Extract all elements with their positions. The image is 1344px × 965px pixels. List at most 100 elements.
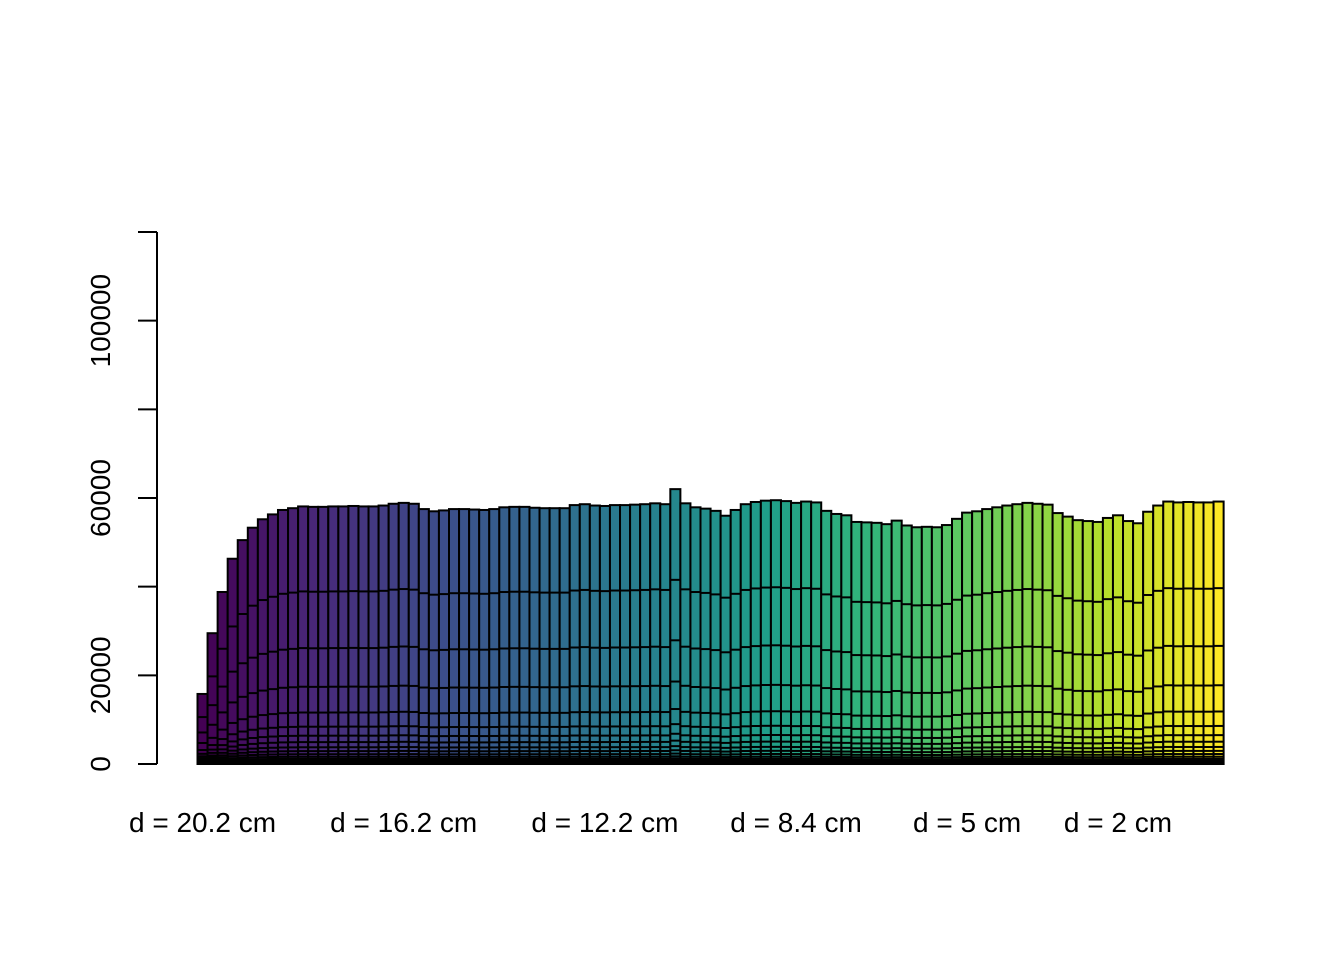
x-tick-label: d = 2 cm: [1064, 807, 1172, 838]
x-tick-label: d = 16.2 cm: [330, 807, 477, 838]
bar-segment: [971, 510, 984, 765]
bar-stack: [1152, 504, 1165, 765]
bar-stack: [417, 508, 430, 766]
bar-stack: [639, 503, 652, 765]
bar-segment: [508, 505, 521, 765]
bar-segment: [1061, 515, 1074, 765]
bar-stack: [910, 526, 923, 766]
bar-segment: [900, 524, 913, 766]
bar-segment: [739, 503, 752, 765]
bar-stack: [629, 503, 642, 765]
bar-segment: [407, 502, 420, 765]
bar-segment: [377, 504, 390, 765]
bar-segment: [1202, 501, 1215, 765]
bar-segment: [1132, 522, 1145, 766]
bar-stack: [468, 508, 481, 765]
bar-stack: [860, 521, 873, 766]
bar-segment: [297, 505, 310, 765]
y-tick-label: 0: [85, 756, 116, 772]
bar-segment: [961, 511, 974, 765]
bar-stack: [427, 510, 440, 765]
bar-segment: [1071, 519, 1084, 766]
bar-stack: [1071, 519, 1084, 766]
x-tick-label: d = 20.2 cm: [129, 807, 276, 838]
bar-stack: [991, 506, 1004, 765]
bar-segment: [639, 503, 652, 765]
bar-stack: [679, 502, 692, 765]
bar-segment: [1122, 520, 1135, 766]
bar-segment: [1142, 510, 1155, 766]
bar-stack: [297, 505, 310, 765]
bar-stack: [759, 499, 772, 765]
bar-stack: [1091, 520, 1104, 765]
bar-segment: [387, 502, 400, 765]
bar-stack: [1041, 503, 1054, 765]
bar-segment: [588, 504, 601, 765]
bar-segment: [699, 507, 712, 766]
bar-stack: [266, 513, 279, 765]
bar-segment: [518, 505, 531, 765]
bar-stack: [1142, 510, 1155, 766]
bar-stack: [1212, 500, 1225, 765]
bar-segment: [427, 510, 440, 765]
bar-segment: [1101, 516, 1114, 766]
bar-stack: [568, 504, 581, 765]
bar-stack: [739, 503, 752, 765]
bar-segment: [1162, 500, 1175, 765]
bar-stack: [508, 505, 521, 765]
bar-stack: [619, 504, 632, 765]
bar-segment: [1152, 504, 1165, 765]
bar-stack: [1182, 500, 1195, 765]
bar-stack: [659, 503, 672, 765]
bar-stack: [900, 524, 913, 766]
bar-segment: [538, 507, 551, 765]
bar-stack: [458, 508, 471, 766]
bar-segment: [1182, 500, 1195, 765]
bar-stack: [327, 505, 340, 765]
bar-stack: [1101, 516, 1114, 766]
x-tick-label: d = 5 cm: [913, 807, 1021, 838]
x-tick-label: d = 12.2 cm: [531, 807, 678, 838]
y-tick-label: 60000: [85, 459, 116, 537]
bar-segment: [1041, 503, 1054, 765]
bar-segment: [679, 502, 692, 765]
bar-stack: [608, 504, 622, 765]
bar-segment: [619, 504, 632, 765]
bar-stack: [820, 509, 833, 765]
bar-stack: [528, 506, 541, 765]
bar-stack: [307, 505, 320, 765]
bar-stack: [1202, 501, 1215, 765]
bar-stack: [689, 506, 702, 765]
bar-stack: [830, 512, 843, 766]
bar-segment: [287, 507, 300, 765]
bar-stack: [850, 520, 863, 765]
bar-segment: [608, 504, 622, 765]
bar-stack: [1111, 514, 1125, 765]
bar-stack: [1021, 501, 1034, 765]
bar-stack: [287, 507, 300, 765]
bar-stack: [930, 526, 943, 766]
bar-stack: [729, 508, 742, 765]
bar-stack: [226, 557, 239, 766]
bar-segment: [1091, 520, 1104, 765]
bar-stack: [518, 505, 531, 765]
bar-stack: [558, 507, 571, 765]
bar-segment: [256, 518, 269, 766]
bar-segment: [468, 508, 481, 765]
bar-stack: [1061, 515, 1074, 765]
bar-segment: [1111, 514, 1125, 765]
bar-segment: [337, 505, 350, 765]
bar-stack: [347, 504, 360, 765]
bar-segment: [437, 509, 451, 765]
bar-segment: [910, 526, 923, 766]
bar-stack: [769, 499, 782, 765]
bar-stack: [649, 502, 662, 765]
bar-segment: [548, 507, 561, 765]
x-tick-label: d = 8.4 cm: [730, 807, 862, 838]
bar-segment: [779, 500, 793, 765]
bar-segment: [689, 506, 702, 765]
bar-stack: [437, 509, 451, 765]
bar-stack: [276, 508, 290, 765]
bar-segment: [1011, 503, 1024, 765]
bar-stack: [890, 519, 903, 765]
